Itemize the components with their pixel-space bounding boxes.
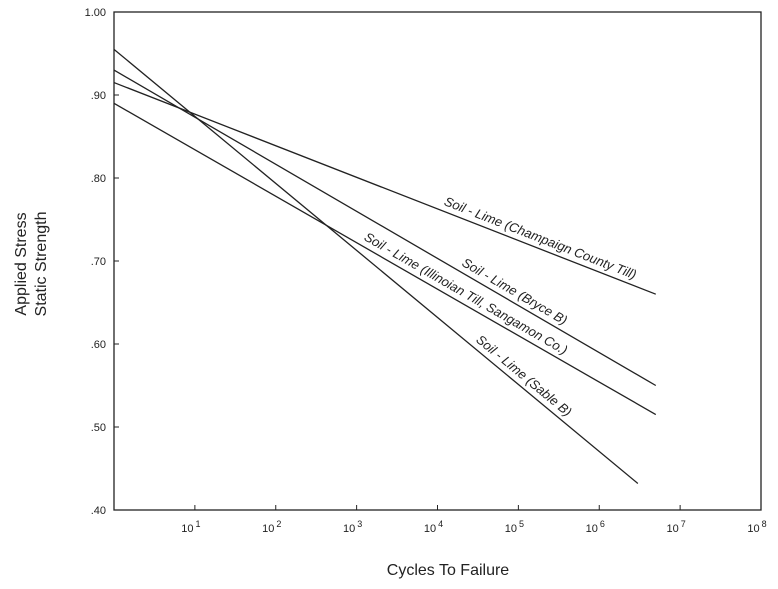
series-line [113,81,657,295]
x-tick-label: 10 2 [262,519,281,535]
y-tick-label: .70 [91,256,106,268]
x-tick-label-exponent: 7 [681,519,686,529]
series-line [113,102,657,416]
x-tick-label-exponent: 4 [438,519,443,529]
x-tick-label: 10 8 [747,519,766,535]
x-tick-label-exponent: 3 [357,519,362,529]
x-tick-label-base: 10 [666,523,678,535]
x-axis-ticks: 10 1 10 2 10 3 10 4 10 5 10 6 10 7 10 8 [181,505,767,535]
x-tick-label-base: 10 [505,523,517,535]
x-tick-label: 10 1 [181,519,200,535]
x-tick-label-base: 10 [262,523,274,535]
x-tick-label: 10 4 [424,519,443,535]
x-tick-label-base: 10 [424,523,436,535]
x-tick-label-exponent: 8 [762,519,767,529]
y-axis-title: Applied Stress Static Strength [13,212,50,317]
y-axis-ticks: 1.00 .90 .80 .70 .60 .50 .40 [85,7,119,517]
x-tick-label-base: 10 [586,523,598,535]
x-tick-label-base: 10 [181,523,193,535]
x-axis-title: Cycles To Failure [387,562,510,579]
y-tick-label: .40 [91,505,106,517]
x-tick-label: 10 3 [343,519,362,535]
y-axis-title-line-2: Static Strength [33,212,50,317]
y-tick-label: .90 [91,90,106,102]
y-axis-title-line-1: Applied Stress [13,212,30,315]
x-tick-label: 10 7 [666,519,685,535]
y-tick-label: .80 [91,173,106,185]
series-line [113,69,657,387]
x-tick-label-base: 10 [343,523,355,535]
x-tick-label-exponent: 1 [195,519,200,529]
x-tick-label-exponent: 6 [600,519,605,529]
y-tick-label: 1.00 [85,7,106,19]
plot-frame [113,11,762,511]
x-tick-label: 10 5 [505,519,524,535]
x-tick-label: 10 6 [586,519,605,535]
series-lines [113,48,657,484]
x-tick-label-exponent: 5 [519,519,524,529]
series-line [113,48,639,484]
x-tick-label-exponent: 2 [276,519,281,529]
series-labels: Soil - Lime (Champaign County Till)Soil … [362,194,639,420]
x-tick-label-base: 10 [747,523,759,535]
y-tick-label: .50 [91,422,106,434]
y-tick-label: .60 [91,339,106,351]
